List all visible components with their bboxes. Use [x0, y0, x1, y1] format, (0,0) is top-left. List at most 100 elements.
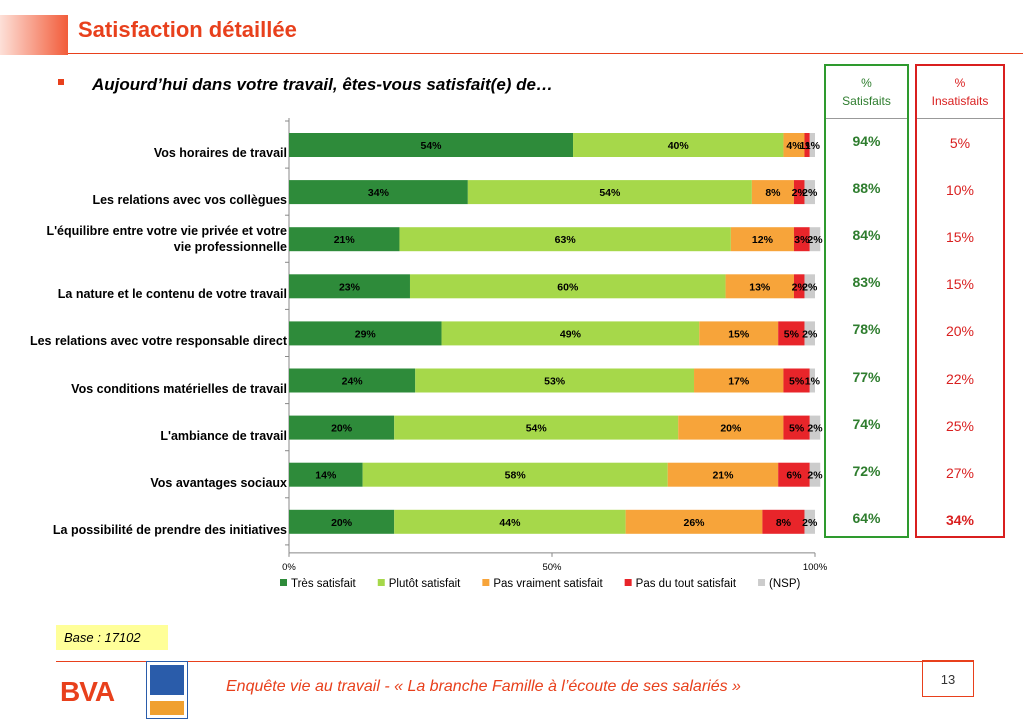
bar-segment: [289, 274, 410, 299]
data-label: 17%: [728, 376, 750, 388]
satisfied-value: 84%: [852, 227, 881, 244]
category-label-line: L'ambiance de travail: [160, 428, 287, 443]
category-label-line: vie professionnelle: [173, 240, 287, 255]
bar-segment: [793, 180, 805, 205]
category-label-line: Les relations avec vos collègues: [92, 193, 287, 208]
data-label: 54%: [526, 423, 548, 435]
satisfied-value: 64%: [852, 509, 881, 526]
legend-swatch: [758, 579, 766, 586]
bar-segment: [289, 462, 363, 487]
unsatisfied-summary-box: % Insatisfaits 5% 10% 15% 15% 20% 22% 25% 27% 34…: [915, 64, 1005, 538]
satisfied-value: 78%: [852, 321, 881, 338]
bar-segment: [399, 227, 731, 252]
page-title: Satisfaction détaillée: [78, 17, 297, 42]
bar-segment: [809, 415, 821, 440]
data-label: 20%: [331, 517, 353, 529]
caf-logo-bottom: [150, 701, 184, 715]
category-label: Les relations avec vos collègues: [0, 192, 287, 208]
unsatisfied-header-label: Insatisfaits: [931, 94, 989, 108]
bar-segment: [573, 133, 784, 157]
legend-label: Pas du tout satisfait: [636, 578, 737, 590]
category-label-line: Les relations avec votre responsable dir…: [29, 334, 287, 349]
satisfied-header-divider: [826, 118, 907, 119]
data-label: 6%: [786, 470, 802, 482]
unsatisfied-header-divider: [917, 118, 1003, 119]
data-label: 8%: [765, 187, 781, 199]
unsatisfied-value: 20%: [945, 323, 975, 340]
data-label: 60%: [557, 281, 579, 293]
legend-label: (NSP): [769, 578, 800, 590]
legend-swatch: [482, 579, 490, 586]
satisfied-summary-box: % Satisfaits 94% 88% 84% 83% 78% 77% 74% 72% 64%: [824, 64, 909, 538]
bar-segment: [762, 509, 805, 534]
bar-segment: [809, 227, 821, 252]
unsatisfied-value: 10%: [945, 182, 975, 199]
x-tick-label: 0%: [282, 562, 296, 573]
x-tick-label: 100%: [803, 562, 828, 573]
bar-segment: [289, 509, 395, 534]
bar-segment: [415, 368, 695, 393]
category-label-line: Vos avantages sociaux: [150, 475, 287, 490]
bar-segment: [362, 462, 668, 487]
bar-segment: [783, 415, 810, 440]
data-label: 1%: [805, 376, 821, 388]
bar-segment: [804, 274, 815, 299]
bar-segment: [394, 509, 626, 534]
data-label: 12%: [752, 234, 774, 246]
data-label: 21%: [712, 470, 734, 482]
bar-segment: [289, 415, 395, 440]
bar-segment: [804, 509, 815, 534]
satisfied-value: 74%: [852, 415, 881, 432]
data-label: 49%: [560, 328, 582, 340]
bar-segment: [804, 180, 815, 205]
data-label: 8%: [776, 517, 792, 529]
category-label: Les relations avec votre responsable dir…: [0, 333, 287, 349]
satisfied-header: % Satisfaits: [826, 74, 907, 110]
category-label: La nature et le contenu de votre travail: [0, 286, 287, 302]
data-label: 21%: [334, 234, 356, 246]
unsatisfied-value: 27%: [945, 464, 975, 481]
bar-segment: [441, 321, 700, 346]
footer-divider: [56, 661, 974, 662]
data-label: 3%: [794, 234, 810, 246]
data-label: 58%: [505, 470, 527, 482]
satisfied-value: 72%: [852, 462, 881, 479]
bar-segment: [809, 368, 815, 393]
bar-segment: [783, 368, 810, 393]
bar-segment: [289, 133, 574, 157]
data-label: 5%: [789, 376, 805, 388]
data-label: 2%: [802, 517, 818, 529]
unsatisfied-value: 15%: [945, 229, 975, 246]
bar-segment: [783, 133, 805, 157]
legend-swatch: [624, 579, 632, 586]
data-label: 14%: [315, 470, 337, 482]
data-label: 29%: [355, 328, 377, 340]
bar-segment: [678, 415, 784, 440]
data-label: 2%: [802, 187, 818, 199]
legend-label: Pas vraiment satisfait: [493, 578, 603, 590]
data-label: 2%: [807, 470, 823, 482]
legend-swatch: [280, 579, 287, 586]
data-label: 2%: [792, 187, 808, 199]
bar-segment: [793, 227, 810, 252]
unsatisfied-header-percent: %: [954, 76, 966, 90]
x-tick-label: 50%: [542, 562, 562, 573]
bar-segment: [809, 462, 821, 487]
legend-swatch: [377, 579, 385, 586]
data-label: 2%: [792, 281, 808, 293]
bar-segment: [778, 321, 805, 346]
bar-segment: [730, 227, 794, 252]
bar-segment: [289, 180, 468, 205]
data-label: 2%: [807, 234, 823, 246]
bar-segment: [778, 462, 810, 487]
category-label: Vos horaires de travail: [0, 145, 287, 161]
bullet-icon: [58, 79, 64, 85]
category-label-line: Vos conditions matérielles de travail: [71, 381, 287, 396]
unsatisfied-value: 15%: [945, 276, 975, 293]
base-note: Base : 17102: [56, 625, 168, 650]
page-number: 13: [922, 660, 974, 697]
data-label: 15%: [728, 328, 750, 340]
data-label: 2%: [802, 328, 818, 340]
category-label-line: La possibilité de prendre des initiative…: [52, 522, 287, 537]
